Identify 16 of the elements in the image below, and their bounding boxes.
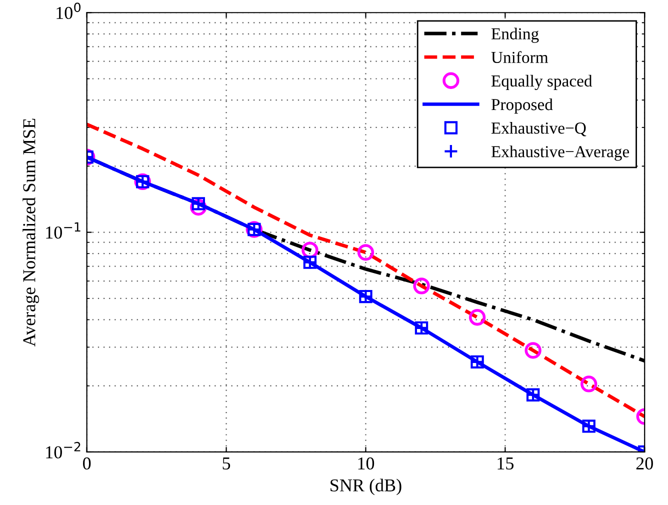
y-tick-label: 10$^{−2}$	[46, 442, 80, 458]
legend-label: Proposed	[491, 98, 553, 114]
x-axis-title: SNR (dB)	[330, 478, 402, 496]
legend-label: Uniform	[491, 51, 548, 64]
legend-label: Exhaustive−Average	[491, 146, 630, 161]
legend-label: Equally spaced	[491, 74, 592, 90]
legend-label: Exhaustive−Q	[491, 122, 586, 136]
x-tick-label: 0	[83, 457, 91, 470]
y-axis-title: Average Normalized Sum MSE	[22, 118, 40, 347]
x-tick-label: 10	[358, 457, 374, 470]
x-tick-label: 5	[222, 458, 230, 470]
y-tick-label: 10$^{0}$	[56, 2, 81, 20]
x-tick-label: 15	[498, 457, 514, 470]
x-tick-label: 20	[636, 457, 653, 470]
y-tick-label: 10$^{−1}$	[46, 222, 80, 239]
legend-label: Ending	[491, 28, 539, 43]
